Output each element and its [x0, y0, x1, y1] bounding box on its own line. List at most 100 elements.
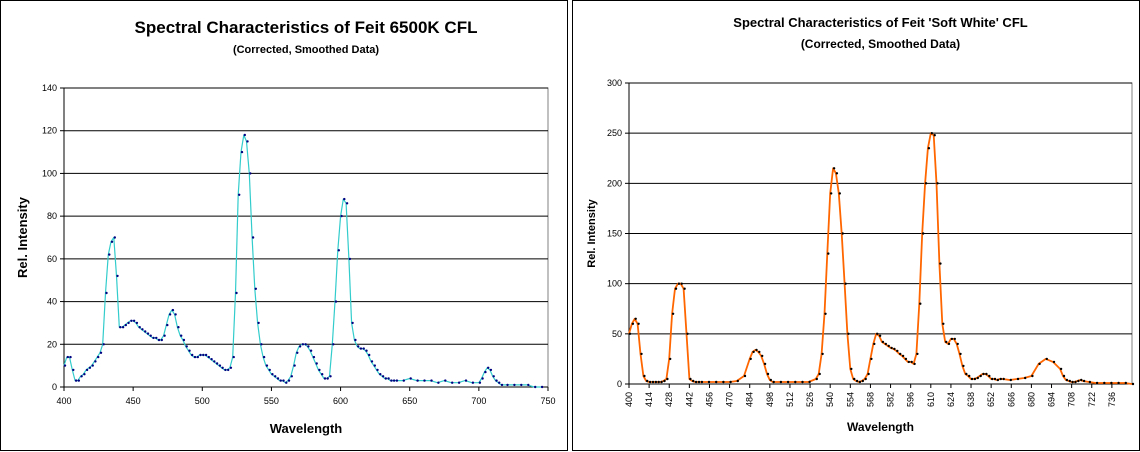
data-point [1095, 381, 1099, 385]
data-point [262, 355, 266, 359]
x-tick-label: 442 [684, 392, 694, 407]
data-point [227, 368, 230, 372]
data-point [376, 368, 379, 372]
data-point [238, 193, 241, 196]
data-point [947, 342, 951, 346]
data-point [254, 287, 257, 290]
plot-area [63, 87, 549, 388]
data-point [1088, 380, 1092, 384]
x-tick-label: 700 [471, 396, 486, 406]
data-point [646, 379, 649, 383]
data-point [202, 353, 205, 357]
x-tick-label: 652 [986, 392, 996, 407]
data-point [1059, 367, 1063, 371]
data-point [287, 379, 291, 382]
data-point [962, 364, 965, 368]
data-point [999, 377, 1002, 381]
data-point [74, 379, 78, 382]
data-point [847, 332, 850, 335]
data-point [982, 372, 985, 376]
data-point [853, 377, 856, 381]
data-point [215, 362, 219, 365]
y-tick-label: 300 [607, 78, 622, 88]
data-point [235, 291, 238, 295]
data-point [193, 355, 197, 359]
data-point [318, 368, 321, 372]
chart-subtitle: (Corrected, Smoothed Data) [801, 37, 960, 51]
data-point [99, 351, 103, 354]
data-point [180, 334, 183, 337]
data-point [873, 342, 876, 346]
x-axis-label: Wavelength [847, 420, 914, 434]
data-point [858, 380, 862, 384]
x-tick-label: 550 [264, 396, 279, 406]
data-point [1052, 360, 1056, 364]
data-point [758, 350, 761, 354]
data-point [323, 377, 327, 380]
data-point [907, 360, 910, 364]
data-point [249, 172, 252, 175]
data-point [368, 353, 371, 357]
data-point [976, 376, 979, 380]
x-tick-label: 694 [1047, 392, 1057, 407]
data-point [309, 349, 313, 352]
data-point [94, 360, 97, 363]
data-point [430, 379, 433, 382]
data-point [481, 377, 484, 380]
data-point [1065, 378, 1069, 382]
data-point [628, 332, 632, 335]
data-point [229, 366, 233, 369]
data-point [841, 232, 844, 235]
data-point [119, 326, 122, 329]
data-point [867, 372, 870, 376]
data-point [1002, 377, 1005, 381]
data-point [830, 192, 833, 195]
data-point [149, 334, 152, 337]
chart-subtitle: (Corrected, Smoothed Data) [233, 44, 379, 56]
data-point [290, 375, 293, 378]
x-tick-label: 708 [1067, 392, 1077, 407]
data-point [1024, 376, 1027, 380]
y-tick-label: 120 [42, 126, 57, 136]
data-point [637, 322, 640, 325]
data-point [904, 357, 908, 361]
data-point [63, 364, 67, 367]
data-point [135, 321, 139, 325]
data-point [174, 313, 177, 316]
data-point [265, 364, 269, 367]
data-point [654, 380, 658, 384]
data-point [88, 366, 92, 369]
data-point [298, 345, 302, 348]
data-point [692, 379, 695, 383]
x-tick-label: 722 [1087, 392, 1097, 407]
data-point [890, 346, 893, 350]
data-point [130, 319, 133, 322]
data-point [769, 378, 772, 382]
data-point [1082, 379, 1086, 383]
data-point [271, 373, 274, 376]
data-point [899, 352, 902, 356]
data-point [700, 380, 704, 384]
data-point [163, 334, 166, 337]
data-point [1045, 357, 1048, 361]
data-point [779, 380, 783, 384]
data-point [669, 357, 672, 361]
data-point [876, 332, 879, 335]
x-tick-label: 484 [745, 392, 755, 407]
data-point [489, 368, 493, 372]
data-point [520, 383, 523, 387]
data-point [887, 344, 890, 348]
data-point [312, 355, 316, 359]
data-point [794, 380, 797, 384]
data-point [83, 373, 86, 376]
data-point [985, 372, 988, 376]
data-point [97, 355, 100, 359]
data-point [506, 383, 509, 387]
data-point [1074, 380, 1077, 384]
data-point [332, 343, 335, 346]
x-tick-label: 610 [926, 392, 936, 407]
data-point [815, 377, 818, 381]
data-point [933, 134, 936, 137]
data-point [246, 140, 249, 143]
chart-soft-white: Spectral Characteristics of Feit 'Soft W… [586, 15, 1135, 434]
